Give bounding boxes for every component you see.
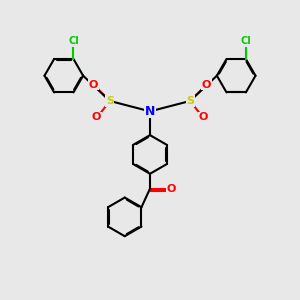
Text: Cl: Cl [68, 36, 79, 46]
Text: Cl: Cl [241, 36, 251, 46]
Text: O: O [89, 80, 98, 90]
Text: S: S [106, 96, 114, 106]
Text: O: O [199, 112, 208, 122]
Text: S: S [186, 96, 194, 106]
Text: N: N [145, 105, 155, 118]
Text: O: O [92, 112, 101, 122]
Text: O: O [202, 80, 211, 90]
Text: O: O [166, 184, 176, 194]
